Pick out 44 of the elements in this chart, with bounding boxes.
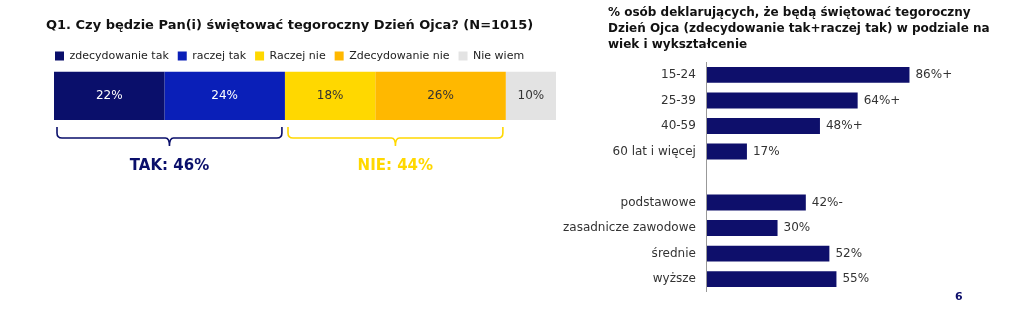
bar [164, 71, 285, 120]
bar [375, 71, 506, 120]
legend-label: Zdecydowanie nie [349, 48, 450, 62]
bar [706, 194, 806, 211]
bar [706, 92, 858, 109]
data-label: 30% [783, 220, 811, 235]
legend-label: raczej tak [192, 48, 247, 62]
y-tick-label: 25-39 [661, 92, 696, 107]
bar [706, 220, 778, 236]
y-tick-label: 40-59 [661, 118, 696, 133]
y-tick-label: zasadnicze zawodowe [563, 220, 696, 235]
data-label: 24% [211, 87, 239, 102]
legend-label: Nie wiem [473, 48, 525, 62]
bar [706, 67, 910, 83]
data-label: 64%+ [863, 92, 901, 107]
legend-label: zdecydowanie tak [69, 48, 170, 62]
data-label: 42%- [811, 194, 843, 209]
bar [54, 71, 165, 120]
bar [706, 118, 820, 134]
data-label: 18% [316, 87, 344, 102]
data-label: 22% [95, 87, 123, 102]
y-tick-label: 60 lat i więcej [612, 143, 696, 158]
text: NIE: 44% [356, 156, 435, 174]
data-label: 52% [835, 245, 863, 260]
data-label: 86%+ [915, 67, 953, 82]
bar [706, 271, 837, 287]
text: 6 [955, 290, 963, 303]
data-label: 17% [752, 143, 780, 158]
bar [706, 245, 830, 262]
data-label: 55% [842, 271, 870, 286]
chart-title: % osób deklarujących, że będą świętować tegoroczny Dzień Ojca (zdecydowanie tak+raczej tak) w podziale na wiek i wykształcenie [608, 4, 991, 52]
chart-title: Q1. Czy będzie Pan(i) świętować tegoroczny Dzień Ojca? (N=1015) [46, 17, 534, 33]
data-label: 48%+ [825, 118, 863, 133]
y-tick-label: wyższe [652, 271, 696, 286]
y-tick-label: średnie [651, 245, 696, 260]
data-label: 10% [517, 87, 545, 102]
legend-label: Raczej nie [269, 48, 326, 62]
bar [284, 71, 376, 120]
text: TAK: 46% [128, 156, 211, 174]
y-tick-label: podstawowe [620, 194, 696, 209]
data-label: 26% [427, 87, 454, 102]
y-tick-label: 15-24 [661, 67, 696, 82]
bar [706, 143, 747, 160]
bar [505, 71, 556, 120]
